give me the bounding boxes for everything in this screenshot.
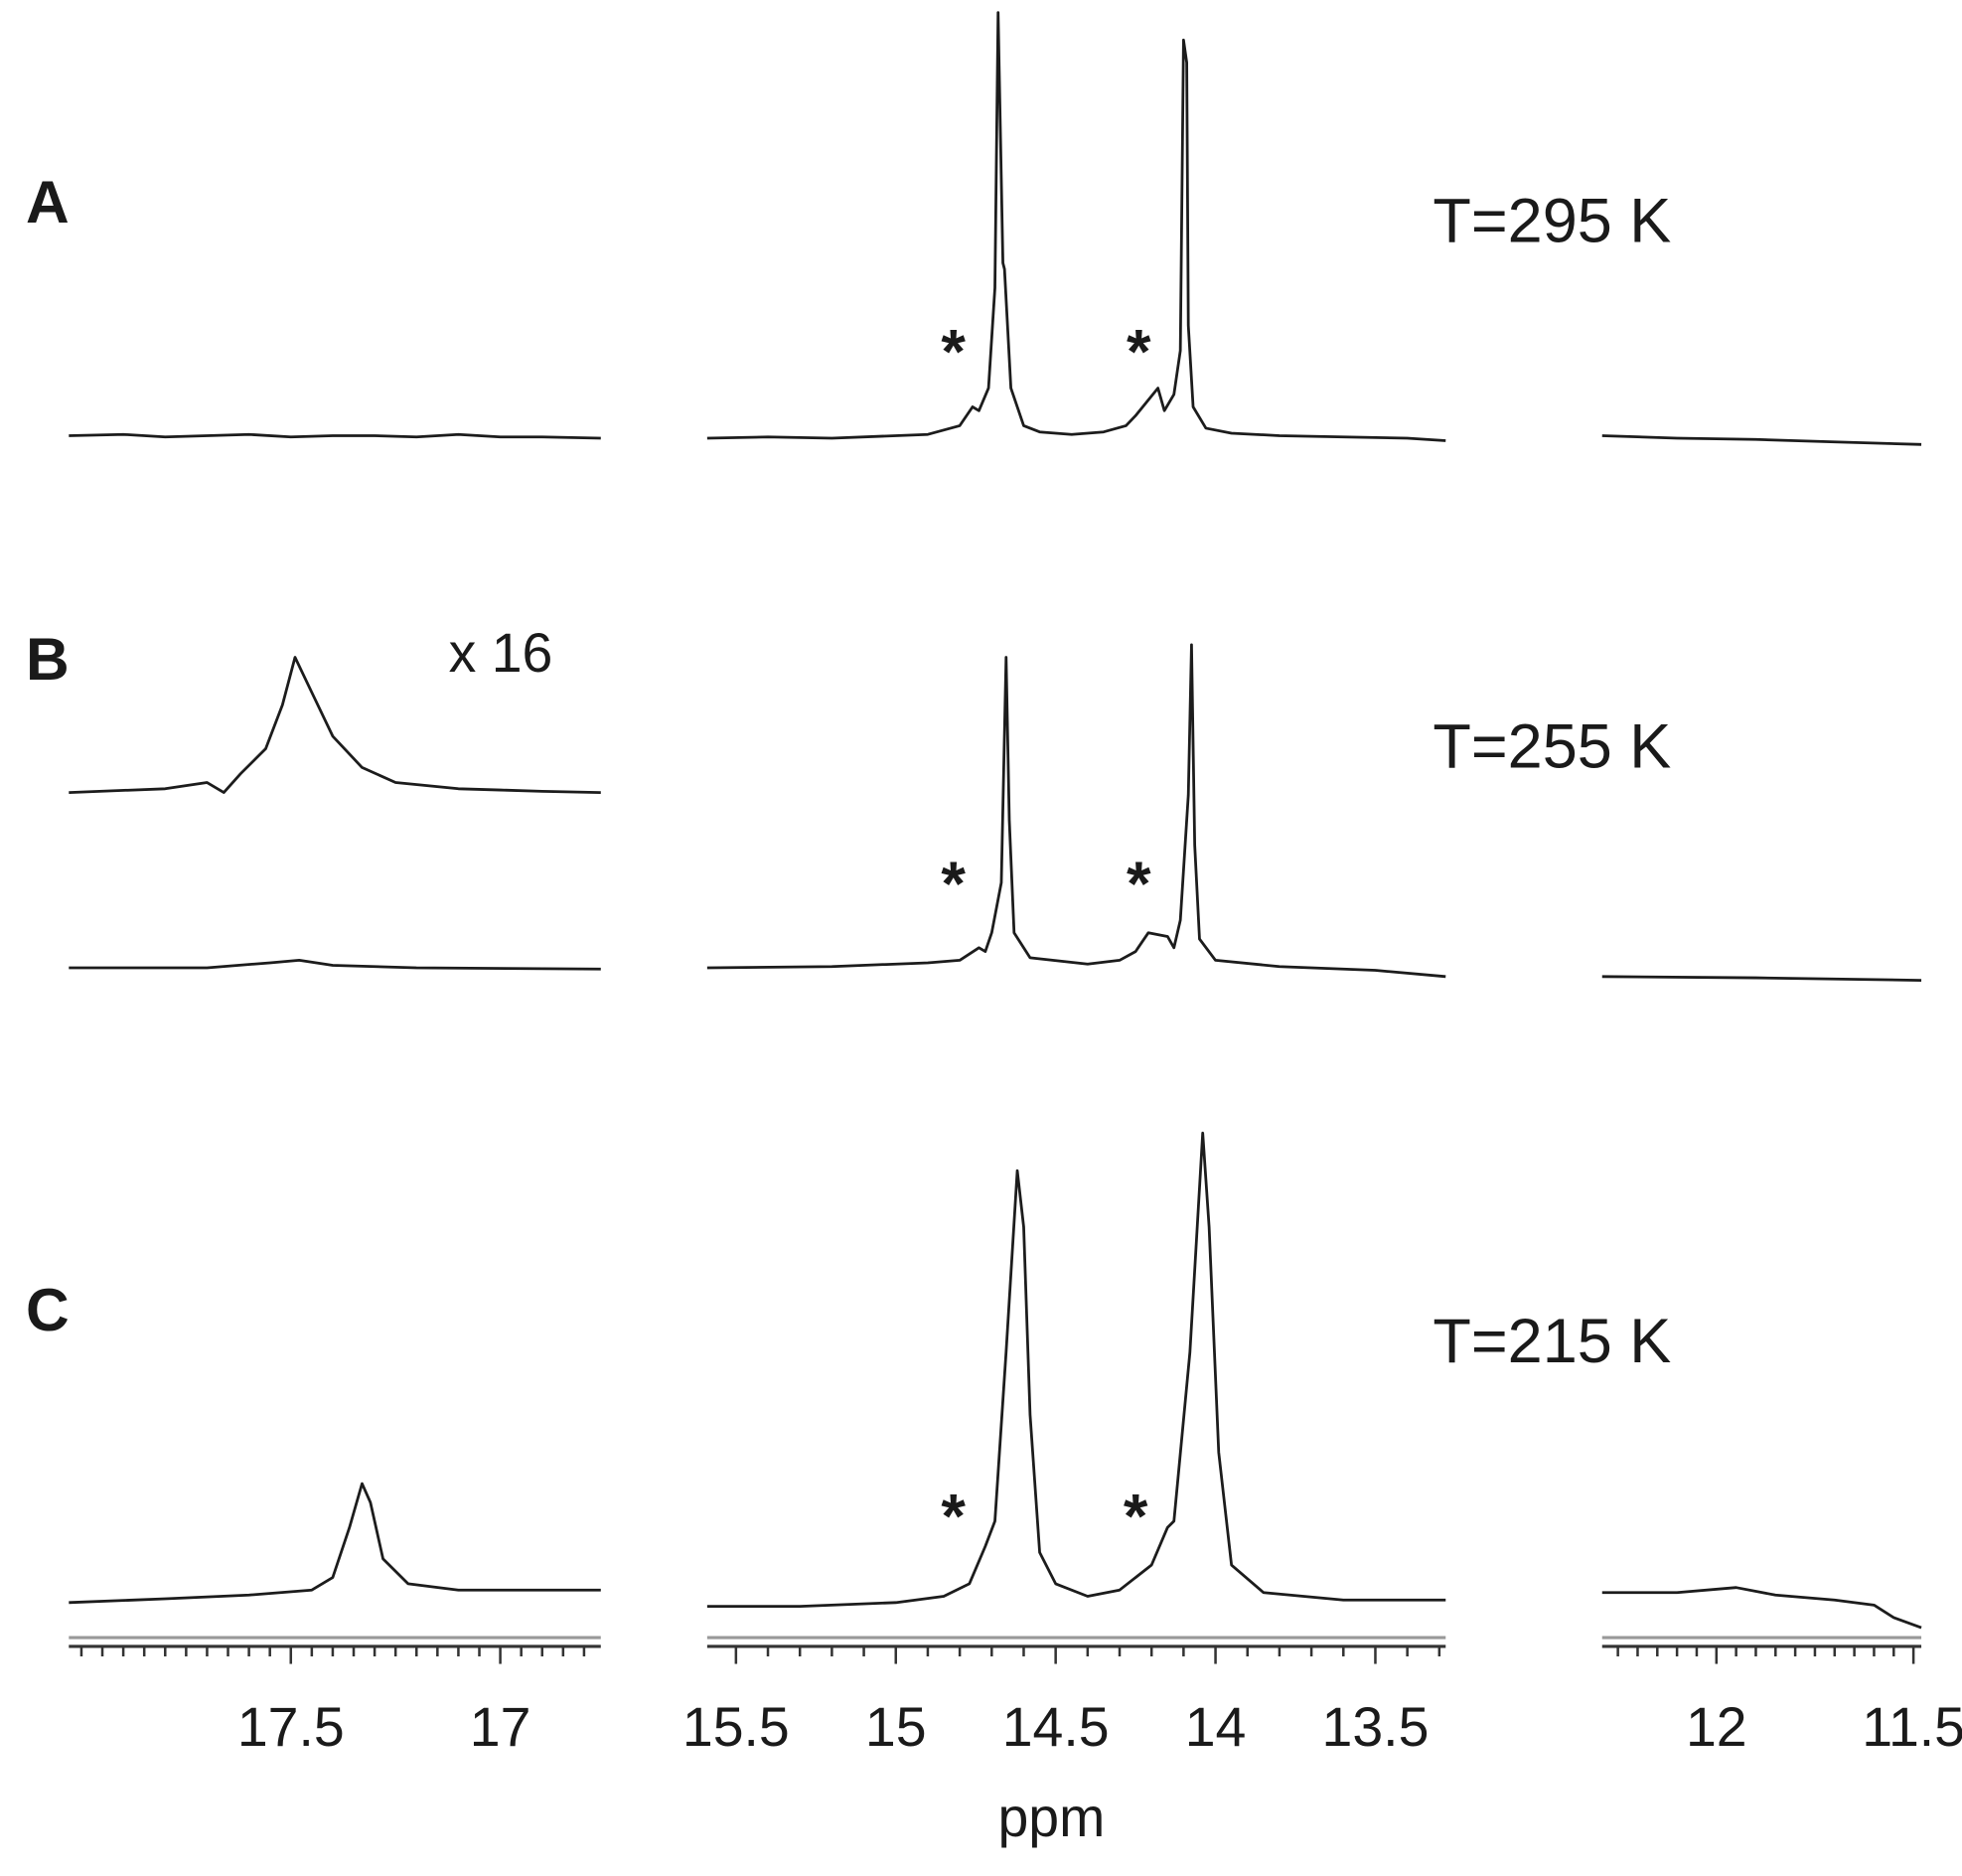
peak-annotation: *	[1127, 318, 1151, 388]
spectrum-trace	[706, 11, 1446, 442]
x-tick-label: 15	[865, 1696, 927, 1758]
x-tick-label: 17.5	[237, 1696, 345, 1758]
x-tick-label: 17	[470, 1696, 531, 1758]
spectrum-trace	[69, 959, 601, 971]
panel-label: B	[26, 625, 70, 693]
x-tick-label: 14	[1185, 1696, 1247, 1758]
spectrum-trace	[1601, 434, 1922, 446]
panel-label: A	[26, 168, 70, 235]
peak-annotation: *	[941, 318, 966, 388]
temperature-label: T=215 K	[1433, 1307, 1671, 1376]
temperature-label: T=255 K	[1433, 712, 1671, 782]
spectrum-trace	[69, 432, 601, 440]
x-tick-label: 12	[1686, 1696, 1747, 1758]
spectrum-trace	[69, 1482, 601, 1605]
x-tick-label: 14.5	[1002, 1696, 1110, 1758]
temperature-label: T=295 K	[1433, 186, 1671, 255]
x-tick-label: 15.5	[682, 1696, 790, 1758]
spectrum-trace	[706, 643, 1446, 979]
scale-label: x 16	[449, 622, 553, 684]
peak-annotation: *	[941, 850, 966, 919]
spectrum-trace	[706, 1131, 1446, 1608]
spectrum-trace	[1601, 1586, 1922, 1630]
peak-annotation: *	[1124, 1483, 1148, 1552]
panel-label: C	[26, 1276, 70, 1343]
x-tick-label: 11.5	[1862, 1696, 1962, 1758]
x-axis-label: ppm	[997, 1787, 1105, 1848]
peak-annotation: *	[941, 1483, 966, 1552]
x-tick-label: 13.5	[1322, 1696, 1430, 1758]
peak-annotation: *	[1127, 850, 1151, 919]
spectrum-trace	[1601, 975, 1922, 982]
spectrum-trace	[69, 656, 601, 794]
